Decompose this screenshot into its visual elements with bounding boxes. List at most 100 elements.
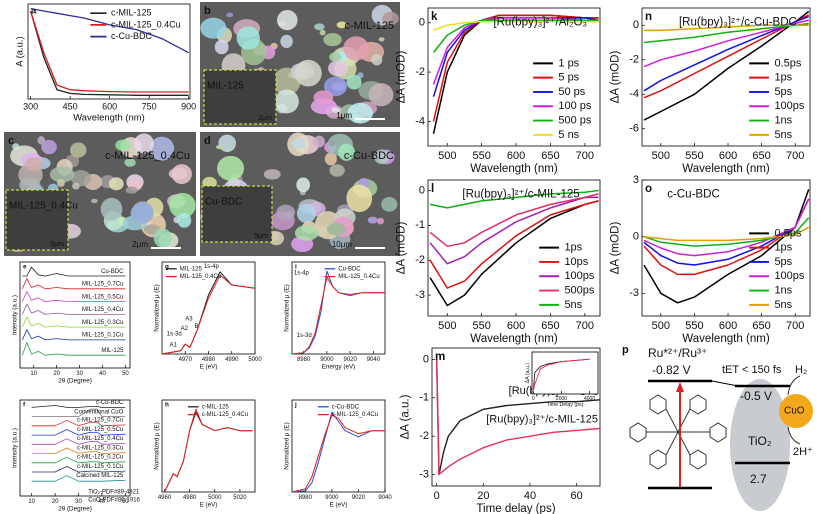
panel-label: o bbox=[645, 183, 652, 195]
x-axis-label: E (eV) bbox=[200, 363, 218, 370]
particle bbox=[263, 169, 281, 180]
plot-area bbox=[643, 10, 810, 121]
legend-label: 100 ps bbox=[558, 100, 592, 112]
x-tick-label: 5020 bbox=[233, 495, 247, 501]
chart: 8980 9000 9020 9040 Energy (eV) Normalized μ … bbox=[283, 261, 386, 370]
plot-frame bbox=[19, 399, 131, 497]
y-tick-label: -1 bbox=[415, 219, 425, 231]
couple-label: Ru*²⁺/Ru³⁺ bbox=[648, 346, 707, 360]
particle bbox=[324, 152, 337, 166]
legend-label: c-MIL-125_0.2Cu bbox=[77, 455, 123, 461]
x-tick-label: 650 bbox=[752, 320, 770, 332]
cuo-particle bbox=[779, 394, 813, 428]
scale-label: 10μm bbox=[332, 240, 353, 249]
x-tick-label: 650 bbox=[541, 150, 559, 162]
sample-name: c-Cu-BDC bbox=[344, 150, 394, 162]
x-axis-label: Time Delay (ps) bbox=[547, 402, 584, 408]
x-tick-label: 10 bbox=[30, 371, 37, 377]
x-tick-label: 5000 bbox=[208, 495, 222, 501]
panel-label: l bbox=[431, 183, 434, 195]
chart: 500 550 600 650 700 3 0 -3 Wavelength (nm) ΔA (mO… bbox=[610, 174, 811, 345]
x-tick-label: 20 bbox=[53, 371, 60, 377]
data-line bbox=[30, 7, 190, 54]
energy-diagram: p Ru*²⁺/Ru³⁺ -0.82 V tET < 150 fs -0.5 V… bbox=[622, 344, 813, 511]
semiconductor-label: TiO₂ bbox=[748, 434, 772, 448]
plot-area bbox=[31, 405, 126, 482]
data-line bbox=[432, 17, 599, 85]
chart-title: c-Cu-BDC bbox=[667, 188, 720, 200]
legend-label: MIL-125_0.4Cu bbox=[82, 307, 123, 313]
y-axis-label: Intensity (a.u.) bbox=[11, 295, 18, 335]
data-line bbox=[21, 342, 126, 356]
data-line bbox=[436, 359, 600, 476]
legend-label: c-MIL-125_0.3Cu bbox=[77, 445, 123, 451]
inset-name: Cu-BDC bbox=[205, 197, 242, 208]
x-tick-label: 60 bbox=[571, 490, 583, 502]
reactant-label: 2H⁺ bbox=[793, 446, 813, 458]
x-tick-label: 50 bbox=[122, 371, 129, 377]
legend-label: c-MIL-125 bbox=[111, 8, 152, 18]
y-tick-label: 3 bbox=[633, 174, 639, 186]
y-axis-label: Normalized μ (E) bbox=[283, 422, 290, 469]
y-tick-label: -1 bbox=[419, 392, 429, 404]
x-tick-label: 8980 bbox=[299, 495, 313, 501]
legend-label: 1ps bbox=[564, 242, 582, 254]
particle bbox=[217, 155, 245, 181]
data-line bbox=[644, 24, 809, 32]
plot-area bbox=[21, 266, 126, 356]
x-tick-label: 40 bbox=[524, 490, 536, 502]
annotation: A3 bbox=[185, 317, 193, 323]
x-tick-label: 4000 bbox=[584, 396, 595, 402]
y-tick-label: 0 bbox=[419, 17, 425, 29]
y-tick-label: -2 bbox=[629, 54, 639, 66]
plot-area bbox=[643, 189, 810, 304]
particle bbox=[108, 177, 124, 191]
x-tick-label: 900 bbox=[181, 101, 196, 111]
particle bbox=[296, 177, 311, 193]
x-tick-label: 500 bbox=[652, 150, 670, 162]
particle bbox=[37, 136, 46, 145]
plot-area bbox=[162, 271, 255, 354]
x-tick-label: 9000 bbox=[320, 357, 334, 363]
data-line bbox=[532, 358, 590, 391]
x-tick-label: 550 bbox=[472, 320, 490, 332]
chart: 300 450 600 750 900 Wavelength (nm) A (a.u.) a c… bbox=[14, 3, 196, 123]
y-axis-label: ΔA (mOD) bbox=[610, 222, 622, 275]
particle bbox=[381, 196, 398, 212]
particle bbox=[313, 135, 325, 148]
legend-label: Calcined MIL-125 bbox=[76, 473, 124, 479]
legend-label: [Ru(bpy)₃]²⁺/c-MIL-125 bbox=[486, 414, 598, 426]
legend-label: 1ps bbox=[774, 72, 792, 84]
particle bbox=[367, 216, 378, 224]
data-line bbox=[29, 10, 189, 93]
data-line bbox=[21, 329, 126, 341]
panel-label: h bbox=[165, 401, 169, 408]
particle bbox=[336, 21, 347, 29]
y-axis-label: Intensity (a.u.) bbox=[11, 428, 18, 468]
y-axis-label: Normalized μ (E) bbox=[283, 284, 290, 331]
potential-label: -0.82 V bbox=[652, 363, 691, 377]
panel-label: k bbox=[431, 11, 438, 23]
x-tick-label: 600 bbox=[507, 150, 525, 162]
x-tick-label: 600 bbox=[507, 320, 525, 332]
particle bbox=[329, 52, 342, 62]
data-line bbox=[292, 276, 385, 354]
x-tick-label: 650 bbox=[752, 150, 770, 162]
x-tick-label: 9000 bbox=[325, 495, 339, 501]
inset-name: MIL-125_0.4Cu bbox=[9, 201, 78, 212]
particle bbox=[134, 133, 154, 154]
inset-frame bbox=[203, 69, 277, 125]
particle bbox=[149, 136, 175, 161]
particle bbox=[374, 149, 390, 164]
particle bbox=[24, 157, 43, 172]
plot-frame bbox=[641, 179, 811, 317]
plot-frame bbox=[291, 261, 386, 355]
sample-name: c-MIL-125 bbox=[344, 20, 394, 32]
x-tick-label: 30 bbox=[75, 499, 82, 505]
arrow-head bbox=[676, 382, 684, 392]
legend-label: 0.5ps bbox=[774, 227, 801, 239]
annotation: 1s-4p bbox=[294, 271, 310, 277]
particle bbox=[49, 166, 75, 183]
legend-label: 5ps bbox=[774, 86, 792, 98]
